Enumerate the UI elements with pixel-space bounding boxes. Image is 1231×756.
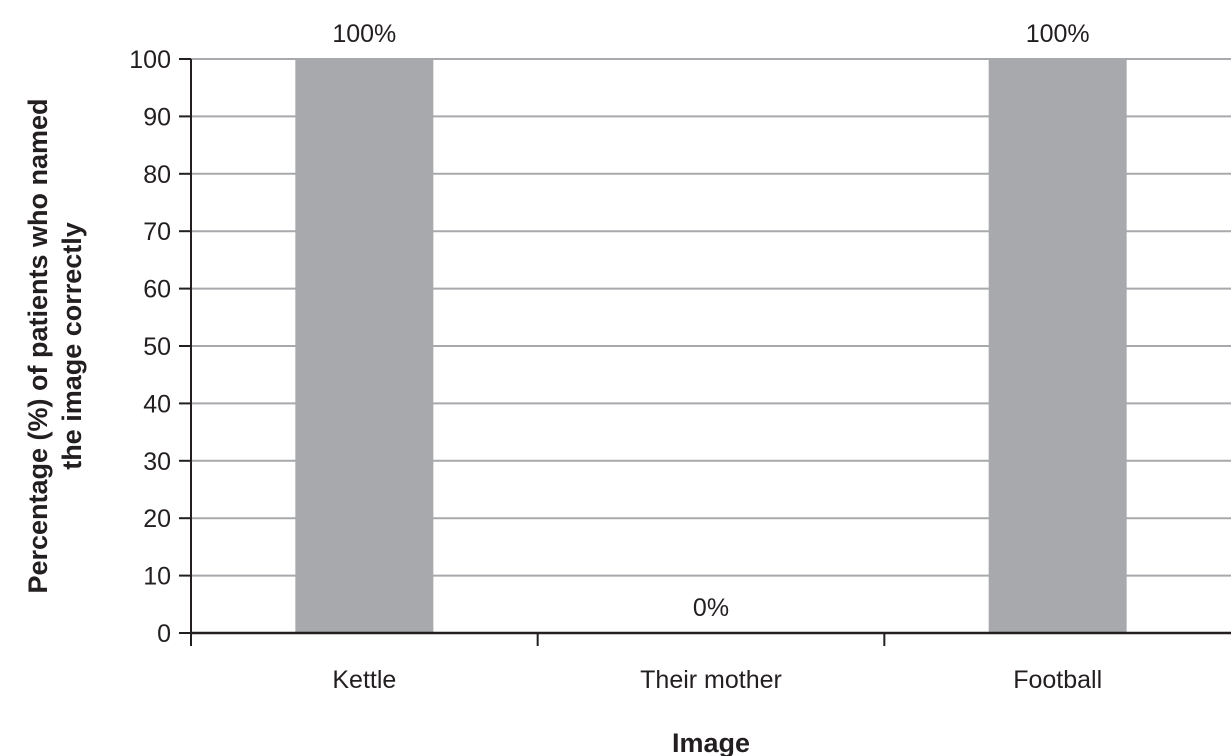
x-tick-label-kettle: Kettle	[332, 666, 396, 694]
y-axis-ticks: 0 10 20 30 40 50 60 70 80 90 100	[129, 46, 191, 648]
y-axis-title-line-1: Percentage (%) of patients who named	[23, 98, 53, 593]
bar-football	[988, 59, 1127, 633]
y-tick-label-70: 70	[143, 218, 171, 246]
y-tick-label-30: 30	[143, 448, 171, 476]
y-tick-label-80: 80	[143, 161, 171, 189]
data-label-football: 100%	[1026, 20, 1090, 48]
y-axis-title: Percentage (%) of patients who named the…	[23, 98, 87, 593]
bar-kettle	[295, 59, 434, 633]
y-axis-title-line-2: the image correctly	[57, 222, 87, 470]
x-axis-title: Image	[672, 728, 750, 756]
x-tick-label-football: Football	[1013, 666, 1102, 694]
y-tick-label-60: 60	[143, 276, 171, 304]
y-tick-label-100: 100	[129, 46, 171, 74]
y-tick-label-10: 10	[143, 563, 171, 591]
data-label-their-mother: 0%	[693, 594, 729, 622]
x-tick-label-their-mother: Their mother	[640, 666, 782, 694]
x-axis-ticks: Kettle Their mother Football	[190, 633, 1102, 694]
y-tick-label-50: 50	[143, 333, 171, 361]
bars	[295, 59, 1127, 633]
data-labels: 100% 0% 100%	[332, 20, 1089, 622]
y-tick-label-40: 40	[143, 390, 171, 418]
y-tick-label-0: 0	[157, 620, 171, 648]
y-tick-label-20: 20	[143, 505, 171, 533]
data-label-kettle: 100%	[332, 20, 396, 48]
y-tick-label-90: 90	[143, 103, 171, 131]
